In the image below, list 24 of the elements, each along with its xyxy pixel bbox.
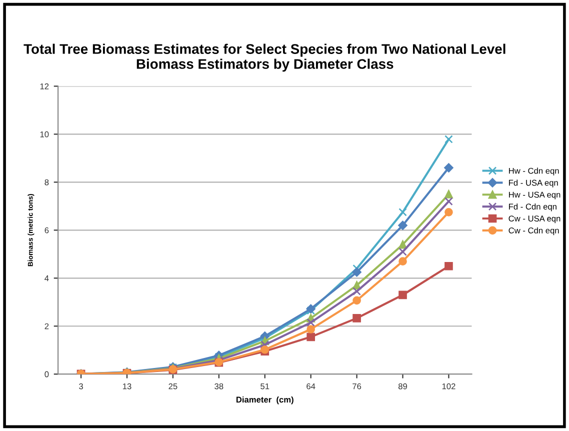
x-tick-label: 102 xyxy=(442,383,456,390)
x-tick-label: 51 xyxy=(260,383,270,390)
x-tick-label: 64 xyxy=(306,383,316,390)
x-tick-label: 76 xyxy=(352,383,362,390)
x-tick-label: 25 xyxy=(168,383,178,390)
x-axis-title: Diameter (cm) xyxy=(236,396,294,404)
legend-label: Hw - Cdn eqn xyxy=(509,168,559,176)
x-tick-label: 3 xyxy=(79,383,83,390)
y-tick-label: 0 xyxy=(44,371,49,378)
y-tick-label: 4 xyxy=(44,275,49,282)
x-tick-label: 38 xyxy=(214,383,224,390)
y-tick-label: 12 xyxy=(40,83,49,90)
legend-label: Hw - USA eqn xyxy=(509,192,560,200)
x-tick-label: 13 xyxy=(122,383,132,390)
x-tick-label: 89 xyxy=(398,383,407,390)
legend-label: Fd - Cdn eqn xyxy=(509,203,556,212)
legend-label: Cw - USA eqn xyxy=(508,216,560,224)
legend-label: Fd - USA eqn xyxy=(509,180,558,188)
y-tick-label: 10 xyxy=(40,131,49,138)
y-tick-label: 2 xyxy=(44,323,49,330)
y-tick-label: 6 xyxy=(44,227,49,234)
legend-label: Cw - Cdn eqn xyxy=(508,227,559,236)
y-tick-label: 8 xyxy=(44,179,49,186)
chart-title: Total Tree Biomass Estimates for Select Species from Two National Level Biomass Estimators by Diameter Class xyxy=(24,44,506,72)
